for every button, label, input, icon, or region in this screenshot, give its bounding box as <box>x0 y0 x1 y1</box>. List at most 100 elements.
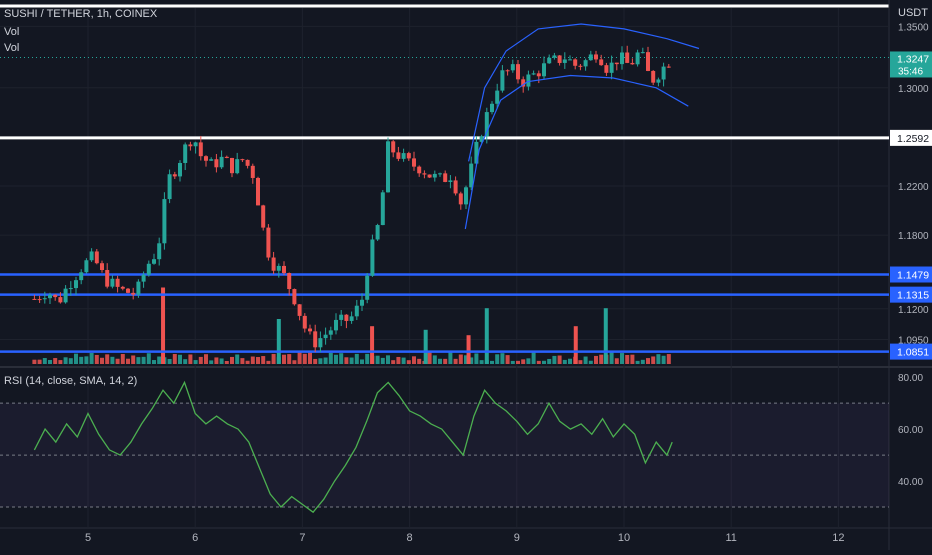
level-price-tag <box>890 343 932 360</box>
vol-indicator-label-2: Vol <box>4 42 20 54</box>
price-tick-label: 1.2200 <box>898 182 929 193</box>
volume-bar <box>562 359 567 364</box>
volume-bar <box>188 354 193 364</box>
candle-body <box>484 112 489 137</box>
channel-layer <box>464 23 700 230</box>
volume-bar <box>245 360 250 364</box>
volume-bar <box>271 353 276 364</box>
candle-body <box>630 62 635 65</box>
candle-body <box>297 304 302 316</box>
candle-body <box>427 174 432 178</box>
volume-bar <box>614 358 619 364</box>
candle-body <box>261 205 266 228</box>
volume-bar <box>204 354 208 364</box>
price-tick-label: 1.3000 <box>898 84 929 95</box>
volume-bar <box>287 354 292 364</box>
volume-bar <box>219 358 224 364</box>
volume-bar <box>37 359 42 364</box>
candle-body <box>578 65 583 67</box>
volume-bar <box>172 353 177 364</box>
candle-body <box>68 288 73 290</box>
volume-bar <box>282 354 286 364</box>
candle-body <box>48 294 52 299</box>
volume-bar <box>178 354 182 364</box>
volume-bar <box>531 352 536 364</box>
volume-bar <box>209 360 214 364</box>
candle-body <box>178 162 182 177</box>
volume-bar <box>396 356 401 364</box>
time-tick-label: 6 <box>192 532 198 544</box>
volume-bar <box>547 358 552 364</box>
volume-bar <box>349 357 354 364</box>
candle-body <box>386 141 390 193</box>
volume-bar <box>68 358 73 364</box>
volume-bar <box>656 354 661 364</box>
candle-body <box>183 144 188 163</box>
candle-body <box>141 274 146 282</box>
volume-bar <box>380 357 385 364</box>
volume-bar <box>625 355 630 364</box>
volume-bar <box>302 353 307 364</box>
volume-bar <box>115 358 120 364</box>
candle-body <box>510 64 515 71</box>
candle-body <box>209 159 214 161</box>
candle-body <box>614 62 619 65</box>
candle-body <box>198 142 203 157</box>
candle-body <box>432 173 437 178</box>
volume-bar <box>505 355 510 364</box>
volume-bar <box>89 352 94 364</box>
candle-body <box>271 257 276 271</box>
volume-spike-bar <box>370 326 375 364</box>
volume-bar <box>578 360 583 364</box>
candle-body <box>32 298 37 300</box>
candle-body <box>334 319 338 331</box>
level-layer <box>0 56 889 353</box>
volume-bar <box>453 358 458 364</box>
candle-body <box>656 79 661 83</box>
candle-body <box>302 315 307 329</box>
volume-spike-bar <box>276 319 281 364</box>
candle-body <box>526 74 531 87</box>
candle-body <box>640 52 645 54</box>
volume-bar <box>74 353 78 364</box>
candle-body <box>516 64 520 80</box>
candle-body <box>282 265 286 274</box>
candle-body <box>136 281 141 295</box>
rsi-tick-label: 80.00 <box>898 373 923 384</box>
volume-bar <box>58 360 63 364</box>
channel-upper-curve <box>468 23 700 162</box>
price-tick-label: 1.3500 <box>898 22 929 33</box>
candle-body <box>126 288 130 293</box>
candle-body <box>308 328 312 332</box>
volume-bar <box>261 356 266 364</box>
volume-bar <box>500 353 505 364</box>
candle-body <box>620 52 624 65</box>
volume-bar <box>516 360 520 364</box>
volume-bar <box>42 358 47 364</box>
volume-bar <box>110 356 115 364</box>
candle-body <box>609 62 614 73</box>
volume-bar <box>630 354 635 364</box>
volume-spike-bar <box>573 326 578 364</box>
candle-layer <box>32 45 671 353</box>
volume-bar <box>79 356 84 364</box>
volume-bar <box>469 357 474 364</box>
volume-bar <box>131 355 136 364</box>
volume-bar <box>479 360 484 364</box>
candle-body <box>256 177 260 206</box>
rsi-tick-label: 60.00 <box>898 425 923 436</box>
volume-bar <box>526 358 531 364</box>
candle-body <box>354 305 359 317</box>
candle-body <box>365 275 370 300</box>
volume-bar <box>594 355 598 364</box>
volume-bar <box>620 353 624 364</box>
volume-bar <box>100 357 104 364</box>
volume-bar <box>198 356 203 364</box>
candle-body <box>287 273 292 290</box>
candle-body <box>646 52 650 71</box>
candle-body <box>266 227 271 258</box>
volume-bar <box>448 352 453 364</box>
time-tick-label: 8 <box>407 532 413 544</box>
volume-bar <box>214 357 219 364</box>
